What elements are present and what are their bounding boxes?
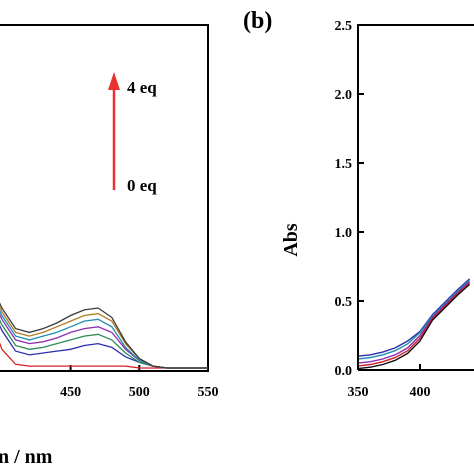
panel-b-y-tick-label: 2.5 (335, 19, 353, 34)
panel-a-x-tick-label: 450 (60, 385, 81, 400)
panel-b-y-tick-label: 1.0 (335, 226, 353, 241)
panel-a-series-line-4 (0, 309, 208, 369)
panel-b-frame (357, 24, 474, 370)
panel-b-chart: (b) Abs 0.0 0.5 1.0 1.5 2.0 2.5 350 400 (243, 8, 474, 400)
panel-a-series-line-6 (0, 302, 208, 369)
panel-b-x-tick-label: 400 (410, 385, 431, 400)
panel-b-y-tick-label: 0.0 (335, 364, 353, 379)
panel-b-series-line-0 (357, 278, 471, 357)
panel-b-y-tick-label: 1.5 (335, 157, 353, 172)
annotation-4eq: 4 eq (127, 78, 157, 97)
panel-b-y-tick-label: 2.0 (335, 88, 353, 103)
panel-b-y-axis-title: Abs (280, 223, 302, 257)
panel-a-x-tick-label: 500 (129, 385, 150, 400)
panel-b-tag: (b) (243, 8, 272, 34)
panel-b-x-tick-label: 350 (348, 385, 369, 400)
panel-b-series-group (357, 278, 471, 370)
panel-b-series-line-4 (357, 283, 471, 370)
panel-a-x-tick-label: 550 (198, 385, 219, 400)
annotation-0eq: 0 eq (127, 176, 157, 195)
panel-a-annotation-arrow (108, 72, 120, 190)
panel-a-x-ticks: 450 500 550 (60, 365, 219, 400)
arrow-head-icon (108, 72, 120, 90)
panel-b-series-line-1 (357, 279, 471, 360)
panel-a-chart: 450 500 550 n / nm 4 eq 0 eq (0, 24, 219, 468)
panel-a-x-axis-title: n / nm (0, 446, 53, 468)
panel-b-ticks: 0.0 0.5 1.0 1.5 2.0 2.5 350 400 (335, 19, 431, 400)
panel-a-frame (0, 24, 209, 372)
panel-a-series-line-1 (0, 324, 208, 369)
panel-a-series-group (0, 302, 208, 369)
panel-b-y-tick-label: 0.5 (335, 295, 353, 310)
panel-b-series-line-3 (357, 282, 471, 367)
panel-b-series-line-2 (357, 281, 471, 364)
